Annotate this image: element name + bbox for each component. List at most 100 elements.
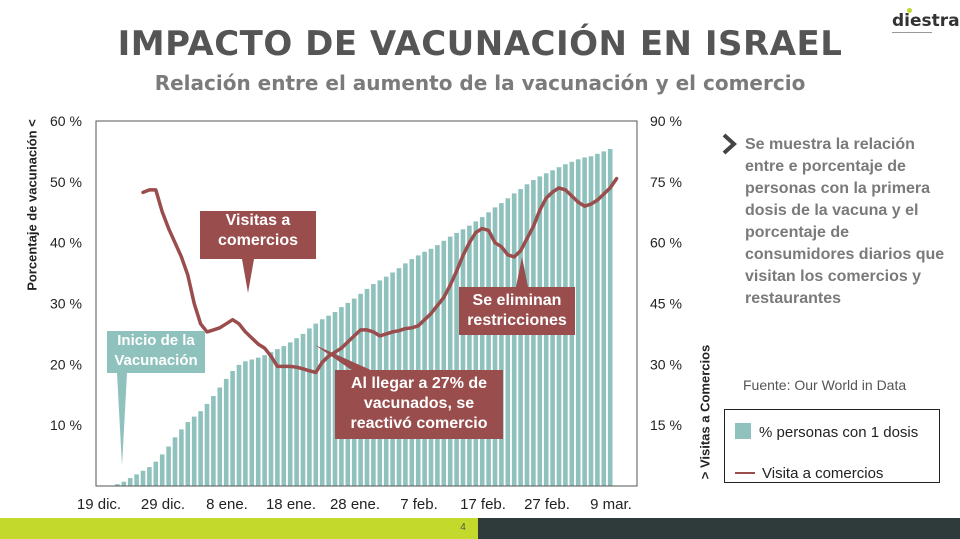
- x-tick-label: 28 ene.: [330, 496, 380, 513]
- y-axis-right-ticks: 15 % 30 % 45 % 60 % 75 % 90 %: [650, 113, 682, 433]
- callout-pointer-inicio: [117, 373, 127, 466]
- y2-tick-label: 45 %: [650, 296, 682, 312]
- bar: [499, 203, 504, 486]
- y-tick-label: 60 %: [50, 113, 82, 129]
- bar: [134, 474, 139, 486]
- bar: [223, 378, 229, 486]
- x-axis-ticks: 19 dic. 29 dic. 8 ene. 18 ene. 28 ene. 7 feb.…: [77, 496, 632, 513]
- bar: [153, 461, 159, 486]
- legend-swatch-bars: [735, 423, 751, 439]
- callout-visitas: Visitas a comercios: [200, 211, 316, 259]
- bar: [575, 159, 581, 487]
- side-description: Se muestra la relación entre e porcentaj…: [745, 136, 945, 307]
- slide-subtitle: Relación entre el aumento de la vacunaci…: [154, 71, 806, 95]
- bar: [473, 221, 479, 486]
- bar: [140, 470, 146, 486]
- bar: [166, 446, 171, 486]
- x-tick-label: 7 feb.: [400, 496, 438, 513]
- y2-tick-label: 15 %: [650, 417, 682, 433]
- bar: [307, 328, 312, 486]
- callout-reactivo-comercio: Al llegar a 27% de vacunados, se reactiv…: [335, 370, 503, 439]
- bar: [198, 411, 203, 486]
- bar: [249, 359, 255, 486]
- logo-dot: [907, 8, 912, 13]
- legend-item-line: Visita a comercios: [735, 465, 883, 482]
- bar: [588, 156, 594, 487]
- chart-legend: % personas con 1 dosis Visita a comercio…: [724, 409, 940, 483]
- source-note: Fuente: Our World in Data: [743, 377, 907, 393]
- x-tick-label: 18 ene.: [266, 496, 316, 513]
- callout-pointer-restricciones: [516, 257, 528, 287]
- bar: [326, 315, 331, 486]
- y-axis-left-ticks: 10 % 20 % 30 % 40 % 50 % 60 %: [50, 113, 82, 433]
- bar: [127, 478, 133, 486]
- x-tick-label: 19 dic.: [77, 496, 121, 513]
- slide-title: IMPACTO DE VACUNACIÓN EN ISRAEL: [117, 24, 843, 64]
- plot-frame: [95, 120, 638, 487]
- bar: [582, 157, 587, 486]
- y-tick-label: 30 %: [50, 296, 82, 312]
- bar: [185, 422, 191, 486]
- bar: [467, 225, 472, 486]
- y-tick-label: 40 %: [50, 235, 82, 251]
- callout-eliminan-restricciones: Se eliminan restricciones: [459, 287, 575, 335]
- bar: [230, 371, 235, 486]
- y2-tick-label: 30 %: [650, 356, 682, 372]
- bar: [524, 184, 530, 487]
- x-tick-label: 8 ene.: [206, 496, 248, 513]
- bar: [204, 403, 210, 486]
- callout-pointer-reactivo: [315, 345, 373, 371]
- bar: [294, 338, 299, 486]
- bar: [313, 323, 319, 486]
- y-axis-left-title: Porcentaje de vacunación <: [24, 119, 40, 291]
- bar: [441, 240, 447, 486]
- bar: [159, 454, 165, 486]
- bar: [595, 153, 600, 487]
- bar: [211, 396, 216, 486]
- x-tick-label: 9 mar.: [590, 496, 632, 513]
- x-tick-label: 29 dic.: [141, 496, 185, 513]
- bar: [287, 342, 293, 486]
- logo-underline: [892, 32, 932, 33]
- legend-swatch-line: [735, 472, 755, 474]
- x-tick-label: 27 feb.: [524, 496, 570, 513]
- y2-tick-label: 60 %: [650, 235, 682, 251]
- bar: [486, 212, 491, 487]
- bar: [479, 217, 485, 486]
- callout-pointer-visitas: [242, 259, 254, 293]
- callout-inicio-vacunacion: Inicio de la Vacunación: [107, 331, 205, 373]
- bar: [243, 361, 248, 486]
- bar: [300, 333, 306, 486]
- bar: [262, 355, 267, 486]
- bar: [172, 437, 178, 486]
- bar: [607, 149, 613, 486]
- logo-wordmark: diestra: [892, 11, 960, 31]
- bar: [179, 429, 184, 486]
- bar: [281, 346, 287, 486]
- bar: [236, 364, 242, 486]
- bar: [217, 387, 223, 486]
- legend-item-bars: % personas con 1 dosis: [735, 423, 918, 441]
- bar: [147, 467, 152, 486]
- bar: [319, 319, 325, 486]
- bar: [492, 207, 498, 486]
- footer-bar-dark: [478, 518, 960, 539]
- bar: [275, 349, 280, 486]
- legend-label-line: Visita a comercios: [762, 465, 884, 482]
- bar: [435, 245, 440, 486]
- bar: [268, 352, 274, 486]
- line-series-visitas: [141, 176, 619, 375]
- bar: [121, 481, 127, 486]
- bar: [422, 251, 427, 486]
- bar: [511, 193, 517, 486]
- y-tick-label: 50 %: [50, 174, 82, 190]
- legend-label-bars: % personas con 1 dosis: [759, 424, 919, 441]
- bar: [428, 248, 434, 487]
- chevron-right-icon: [722, 133, 737, 155]
- brand-logo: diestra: [880, 6, 960, 36]
- bar: [460, 229, 466, 487]
- y2-tick-label: 90 %: [650, 113, 682, 129]
- y-axis-right-title: > Visitas a Comercios: [697, 344, 713, 480]
- bar: [115, 484, 120, 486]
- bar: [191, 416, 197, 486]
